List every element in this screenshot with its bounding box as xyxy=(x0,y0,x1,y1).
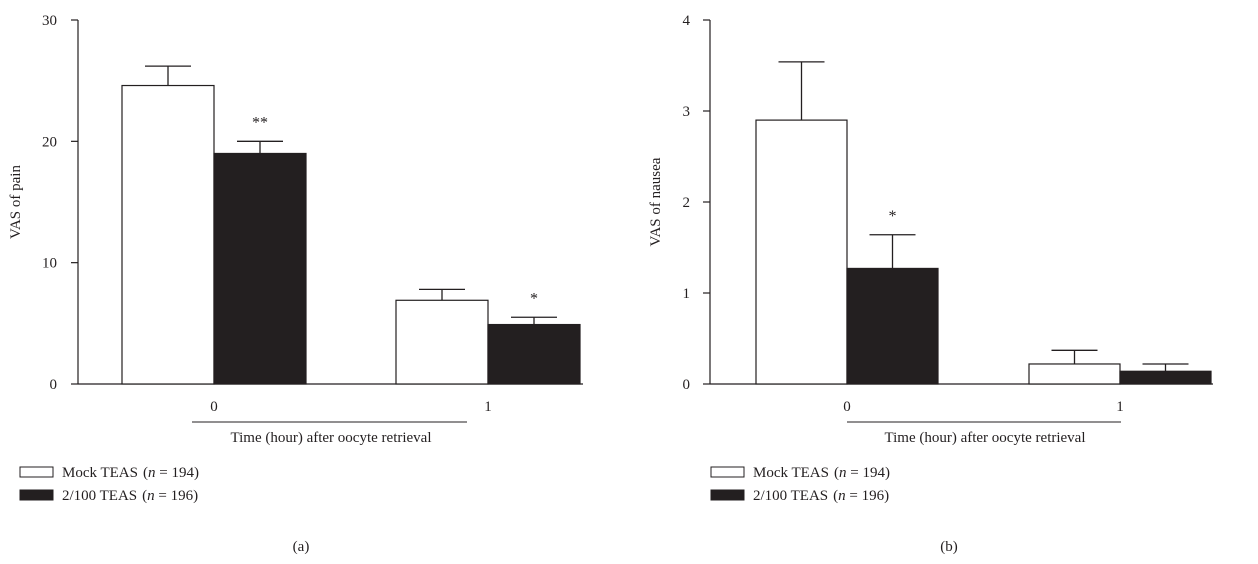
legend-series-name: 2/100 TEAS xyxy=(753,488,828,504)
bar-mock-teas-1 xyxy=(1028,363,1121,385)
legend-n-label: (n = 194) xyxy=(834,465,890,481)
legend-n-label: (n = 196) xyxy=(142,488,198,504)
legend-series-name: Mock TEAS xyxy=(753,465,829,481)
y-tick-label: 4 xyxy=(683,13,691,29)
y-tick-label: 0 xyxy=(50,377,58,393)
significance-marker: * xyxy=(889,208,897,225)
x-tick-label: 0 xyxy=(210,399,218,415)
bar-mock-teas-0 xyxy=(755,119,848,385)
legend-label: 2/100 TEAS (n = 196) xyxy=(62,488,198,504)
legend-swatch xyxy=(710,489,745,501)
legend-label: 2/100 TEAS (n = 196) xyxy=(753,488,889,504)
legend-swatch xyxy=(710,466,745,478)
y-tick-label: 2 xyxy=(683,195,691,211)
panel-label: (b) xyxy=(940,539,958,555)
legend-series-name: Mock TEAS xyxy=(62,465,138,481)
chart-panel-b: 0 1 2 3 4 VAS of nausea 0 1 * Time (hour) after o… xyxy=(648,13,1213,555)
legend-label: Mock TEAS (n = 194) xyxy=(753,465,890,481)
legend-swatch xyxy=(19,489,54,501)
y-axis-label: VAS of nausea xyxy=(648,157,664,246)
legend-series-name: 2/100 TEAS xyxy=(62,488,137,504)
bar-2-100-teas-1 xyxy=(487,323,581,385)
y-tick-label: 10 xyxy=(42,256,57,272)
legend-label: Mock TEAS (n = 194) xyxy=(62,465,199,481)
bar-2-100-teas-0 xyxy=(846,267,939,385)
legend-n-label: (n = 194) xyxy=(143,465,199,481)
legend-n-label: (n = 196) xyxy=(833,488,889,504)
y-tick-label: 20 xyxy=(42,134,57,150)
y-axis-label: VAS of pain xyxy=(8,165,24,239)
x-axis-label: Time (hour) after oocyte retrieval xyxy=(884,430,1085,446)
y-tick-label: 1 xyxy=(683,286,691,302)
legend-swatch xyxy=(19,466,54,478)
x-tick-label: 1 xyxy=(1116,399,1124,415)
significance-marker: * xyxy=(530,290,538,307)
bar-mock-teas-1 xyxy=(395,299,489,385)
y-tick-label: 3 xyxy=(683,104,691,120)
y-tick-label: 0 xyxy=(683,377,691,393)
significance-marker: ** xyxy=(252,114,268,131)
x-axis-label: Time (hour) after oocyte retrieval xyxy=(230,430,431,446)
panel-label: (a) xyxy=(293,539,310,555)
x-tick-label: 1 xyxy=(484,399,492,415)
bar-mock-teas-0 xyxy=(121,84,215,385)
bar-2-100-teas-0 xyxy=(213,152,307,385)
x-tick-label: 0 xyxy=(843,399,851,415)
bar-2-100-teas-1 xyxy=(1119,370,1212,385)
y-tick-label: 30 xyxy=(42,13,57,29)
